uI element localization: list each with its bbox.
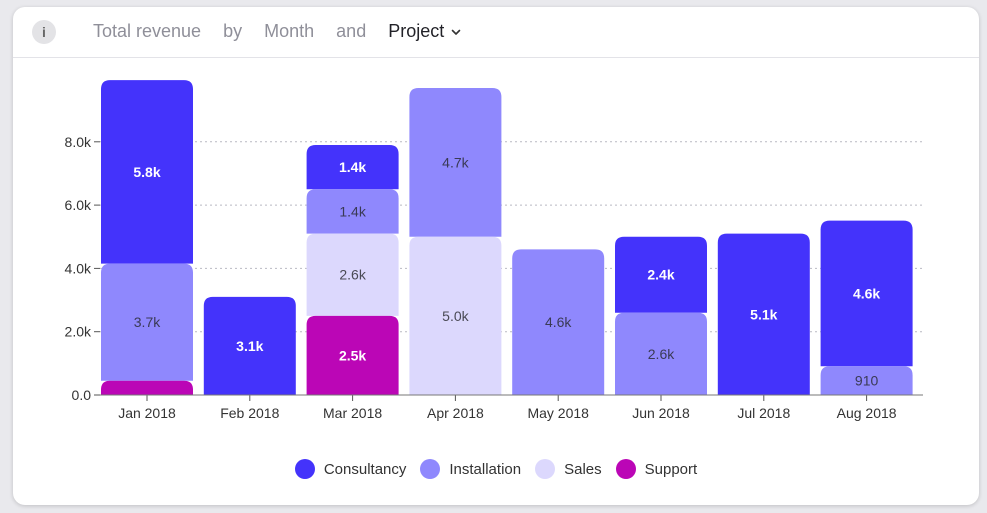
dimension-selector[interactable]: Month bbox=[264, 21, 315, 41]
x-tick-label: Jul 2018 bbox=[737, 405, 790, 421]
legend-label: Installation bbox=[449, 460, 522, 478]
data-label: 2.6k bbox=[648, 346, 675, 362]
bar-segment[interactable] bbox=[820, 220, 913, 367]
data-label: 1.4k bbox=[339, 159, 366, 175]
data-label: 3.1k bbox=[236, 338, 263, 354]
bar-segment[interactable] bbox=[512, 249, 605, 395]
bar-segment[interactable] bbox=[101, 380, 193, 395]
bar-segment[interactable] bbox=[615, 236, 707, 313]
data-label: 1.4k bbox=[339, 203, 366, 219]
bar-segment[interactable] bbox=[615, 312, 707, 395]
data-label: 2.6k bbox=[339, 267, 366, 283]
data-label: 5.0k bbox=[442, 308, 469, 324]
data-label: 2.5k bbox=[339, 347, 366, 363]
data-label: 4.6k bbox=[853, 285, 880, 301]
bar-segment[interactable] bbox=[306, 144, 399, 190]
stacked-bar-chart: 0.0 2.0k 4.0k 6.0k 8.0k 3.7k 5.8k Jan 2018 3.1k F… bbox=[65, 80, 923, 421]
breakdown-label: Project bbox=[388, 21, 445, 41]
legend-swatch bbox=[420, 459, 441, 479]
data-label: 5.1k bbox=[750, 306, 777, 322]
legend-label: Support bbox=[644, 460, 698, 478]
legend-label: Consultancy bbox=[323, 460, 407, 478]
chart-header: i Total revenue by Month and Project bbox=[13, 7, 979, 58]
bar-segment[interactable] bbox=[101, 80, 193, 264]
y-tick-label: 4.0k bbox=[65, 260, 92, 276]
x-tick-label: Jan 2018 bbox=[118, 405, 176, 421]
by-label: by bbox=[223, 21, 243, 41]
bar-segment[interactable] bbox=[409, 87, 502, 237]
data-label: 910 bbox=[855, 373, 879, 389]
x-tick-label: May 2018 bbox=[527, 405, 589, 421]
x-tick-label: Aug 2018 bbox=[837, 405, 897, 421]
chevron-down-icon bbox=[451, 29, 461, 36]
x-tick-label: Feb 2018 bbox=[220, 405, 279, 421]
metric-selector[interactable]: Total revenue bbox=[93, 21, 202, 41]
x-tick-label: Jun 2018 bbox=[632, 405, 690, 421]
data-label: 5.8k bbox=[133, 164, 160, 180]
legend-item[interactable]: Installation bbox=[420, 459, 521, 479]
x-tick-label: Apr 2018 bbox=[427, 405, 484, 421]
data-label: 2.4k bbox=[647, 267, 674, 283]
data-label: 4.6k bbox=[545, 314, 572, 330]
chart-title: Total revenue by Month and Project bbox=[93, 21, 479, 42]
x-tick-label: Mar 2018 bbox=[323, 405, 382, 421]
y-tick-label: 2.0k bbox=[65, 324, 92, 340]
bar-segment[interactable] bbox=[306, 315, 399, 395]
bar-segment[interactable] bbox=[306, 233, 399, 316]
data-label: 3.7k bbox=[134, 314, 161, 330]
chart-card: i Total revenue by Month and Project 0.0… bbox=[13, 7, 979, 505]
legend-swatch bbox=[294, 459, 315, 479]
data-label: 4.7k bbox=[442, 154, 469, 170]
chart-legend: Consultancy Installation Sales Support bbox=[13, 459, 979, 479]
legend-item[interactable]: Support bbox=[615, 459, 698, 479]
bar-segment[interactable] bbox=[203, 296, 296, 395]
y-tick-label: 0.0 bbox=[72, 387, 92, 403]
legend-swatch bbox=[535, 459, 556, 479]
legend-item[interactable]: Consultancy bbox=[294, 459, 407, 479]
bar-segment[interactable] bbox=[101, 263, 193, 381]
bar-segment[interactable] bbox=[306, 189, 399, 234]
legend-swatch bbox=[615, 459, 636, 479]
breakdown-selector[interactable]: Project bbox=[388, 21, 462, 41]
info-icon[interactable]: i bbox=[32, 20, 56, 44]
legend-label: Sales bbox=[564, 460, 602, 478]
y-tick-label: 6.0k bbox=[65, 197, 92, 213]
bar-segment[interactable] bbox=[409, 236, 502, 395]
and-label: and bbox=[336, 21, 367, 41]
legend-item[interactable]: Sales bbox=[535, 459, 602, 479]
y-tick-label: 8.0k bbox=[65, 134, 92, 150]
bar-segment[interactable] bbox=[820, 366, 913, 395]
bar-segment[interactable] bbox=[717, 233, 810, 395]
